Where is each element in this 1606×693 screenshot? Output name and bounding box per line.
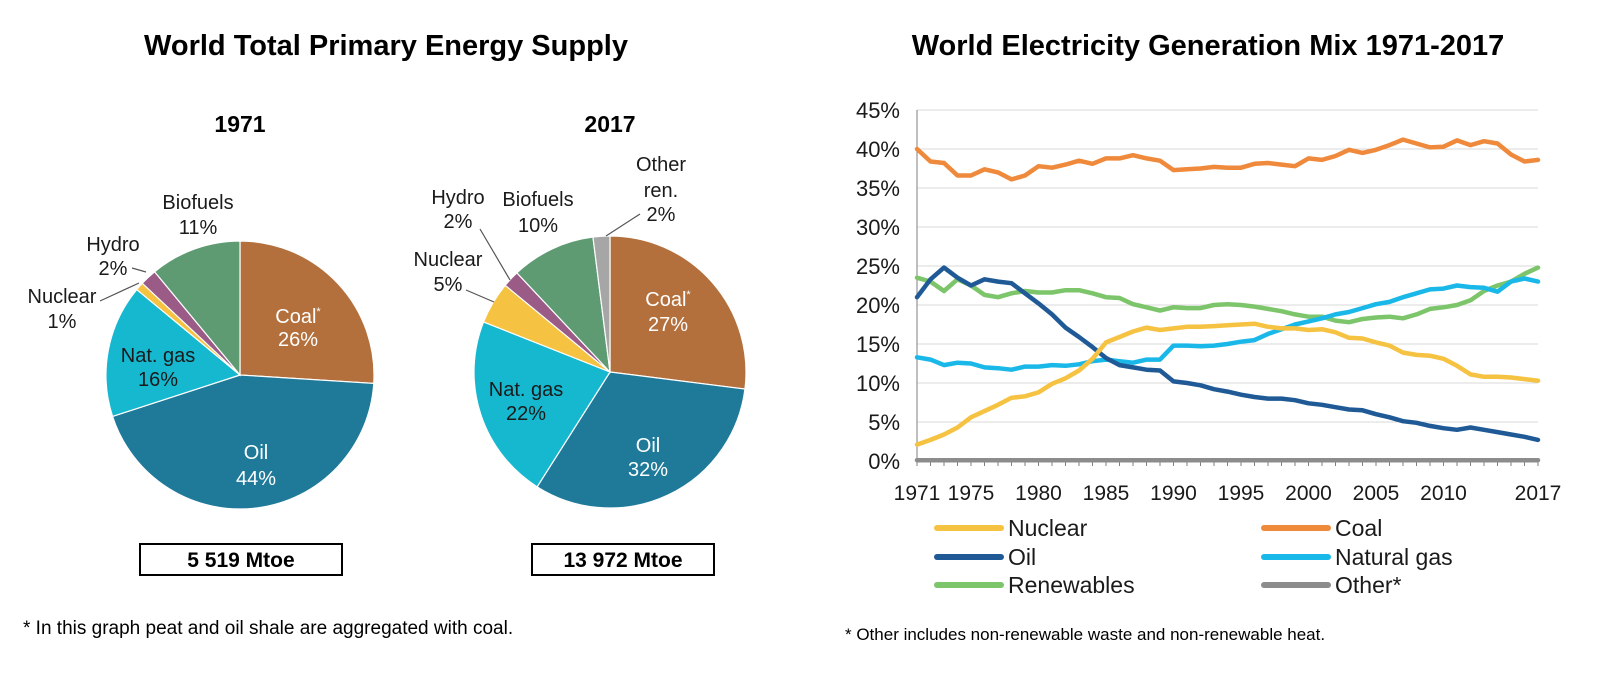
total-label: 13 972 Mtoe (563, 549, 682, 572)
pie-label-other-ren: Other (636, 154, 686, 176)
pie-pct-nat-gas: 16% (138, 369, 178, 391)
pie-title: 2017 (584, 111, 635, 137)
x-tick-label: 1980 (1015, 482, 1062, 505)
pie-label-coal: Coal* (645, 289, 691, 311)
line-chart-electricity-mix: 0% 5% 10% 15% 20% 25% 30% 35% 40% 45% 1971 1975 1980… (856, 98, 1561, 598)
x-tick-label: 1995 (1218, 482, 1265, 505)
pie-slice-other-ren (592, 235, 611, 373)
pie-pct-coal: 26% (278, 329, 318, 351)
pie-label-nat-gas: Nat. gas (121, 345, 195, 367)
pie-title: 1971 (214, 111, 265, 137)
y-tick-label: 10% (856, 371, 900, 396)
pie-leader-line (131, 267, 147, 273)
series-line-coal (914, 137, 1541, 182)
pie-pct-coal: 27% (648, 314, 688, 336)
pie-pct-other-ren: 2% (647, 204, 676, 226)
series-line-oil (914, 265, 1541, 443)
legend-label-renewables: Renewables (1008, 572, 1135, 598)
pie-slice-coal (239, 240, 375, 385)
y-tick-label: 0% (868, 449, 900, 474)
pie-leader-line (605, 213, 641, 237)
pie-pct-oil: 44% (236, 468, 276, 490)
right-footnote: * Other includes non-renewable waste and… (845, 625, 1325, 644)
x-tick-label: 1971 (894, 482, 941, 505)
pie-label-oil: Oil (636, 435, 660, 457)
y-tick-label: 15% (856, 332, 900, 357)
x-tick-label: 1990 (1150, 482, 1197, 505)
pie-slice-nat-gas (105, 288, 242, 418)
pie-label-hydro: Hydro (86, 234, 139, 256)
pie-pct-hydro: 2% (99, 258, 128, 280)
pie-slice-biofuels (516, 236, 611, 374)
pie-label-nuclear: Nuclear (414, 249, 483, 271)
legend-label-nuclear: Nuclear (1008, 515, 1088, 541)
pie-pct-hydro: 2% (444, 211, 473, 233)
pie-pct-nuclear: 1% (48, 311, 77, 333)
pie-leader-line (479, 228, 511, 281)
legend-label-other: Other* (1335, 572, 1402, 598)
left-panel-title: World Total Primary Energy Supply (144, 30, 628, 62)
series-line-nuclear (914, 321, 1541, 447)
series-line-renewables (914, 265, 1541, 325)
pie-leader-line (99, 282, 140, 302)
pie-pct-nat-gas: 22% (506, 403, 546, 425)
x-tick-label: 2005 (1353, 482, 1400, 505)
pie-slice-nat-gas (473, 321, 611, 488)
y-tick-label: 35% (856, 176, 900, 201)
y-tick-label: 45% (856, 98, 900, 123)
pie-label-biofuels: Biofuels (502, 189, 573, 211)
pie-label-hydro: Hydro (431, 187, 484, 209)
x-tick-label: 2000 (1285, 482, 1332, 505)
y-tick-label: 25% (856, 254, 900, 279)
pie-pct-biofuels: 11% (179, 217, 218, 239)
x-tick-label: 1985 (1083, 482, 1130, 505)
legend-label-coal: Coal (1335, 515, 1382, 541)
series-line-natural-gas (914, 276, 1541, 372)
y-tick-label: 20% (856, 293, 900, 318)
total-label: 5 519 Mtoe (187, 549, 294, 572)
pie-label-other-ren-cont: ren. (644, 180, 678, 202)
legend-label-natural-gas: Natural gas (1335, 544, 1453, 570)
right-panel-title: World Electricity Generation Mix 1971-20… (912, 30, 1505, 62)
pie-label-nat-gas: Nat. gas (489, 379, 563, 401)
pie-pct-biofuels: 10% (518, 215, 558, 237)
x-tick-label: 2017 (1515, 482, 1562, 505)
x-tick-label: 2010 (1420, 482, 1467, 505)
y-tick-label: 40% (856, 137, 900, 162)
total-box (139, 543, 343, 576)
pie-pct-oil: 32% (628, 459, 668, 481)
y-tick-label: 30% (856, 215, 900, 240)
pie-leader-line (465, 289, 495, 303)
pie-pct-nuclear: 5% (434, 274, 463, 296)
left-footnote: * In this graph peat and oil shale are a… (23, 618, 513, 639)
total-box (531, 543, 715, 576)
pie-slice-oil (111, 374, 375, 510)
pie-label-biofuels: Biofuels (162, 192, 233, 214)
legend-label-oil: Oil (1008, 544, 1036, 570)
pie-slice-biofuels (153, 240, 241, 377)
pie-label-coal: Coal* (275, 306, 321, 328)
pie-label-nuclear: Nuclear (28, 286, 97, 308)
x-tick-label: 1975 (948, 482, 995, 505)
y-tick-label: 5% (868, 410, 900, 435)
pie-slice-coal (609, 235, 747, 390)
pie-label-oil: Oil (244, 442, 268, 464)
